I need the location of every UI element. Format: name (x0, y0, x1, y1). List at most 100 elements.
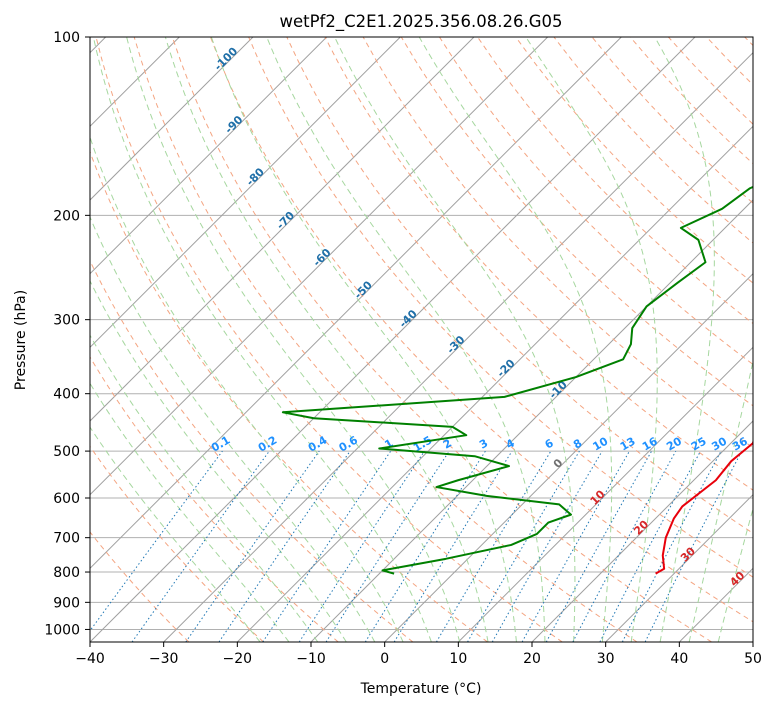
x-tick-label: −20 (223, 651, 253, 667)
dry-adiabat-line (744, 37, 753, 47)
x-tick-label: −30 (149, 651, 179, 667)
isotherm-line (90, 37, 622, 570)
moist-adiabat-line (164, 37, 489, 642)
line-labels: 0.1 0.2 0.4 0.6 1 1.5 2 3 4 6 8 10 13 16 20 25 30 36-100-… (209, 44, 750, 589)
moist-adiabat-line (90, 135, 404, 642)
isotherm-line (310, 199, 753, 642)
dewpoint-profile-line (281, 185, 753, 575)
moist-adiabats (90, 37, 753, 642)
y-tick-label: 400 (53, 387, 80, 403)
y-tick-label: 800 (53, 565, 80, 581)
dry-adiabat-label: -90 (222, 113, 245, 136)
mixing-ratio-lines (90, 450, 743, 642)
moist-adiabat-line (90, 426, 261, 642)
dry-adiabats (90, 37, 753, 642)
dry-adiabat-line (90, 150, 488, 642)
moist-adiabat-line (525, 37, 658, 642)
moist-adiabat-line (126, 37, 461, 642)
x-tick-label: 50 (744, 651, 762, 667)
isotherm-line (90, 37, 475, 422)
chart-title: wetPf2_C2E1.2025.356.08.26.G05 (279, 12, 562, 32)
x-tick-label: 20 (523, 651, 541, 667)
moist-adiabat-label: 30 (678, 544, 698, 564)
plot-frame (89, 36, 754, 643)
dry-adiabat-line (90, 445, 264, 642)
y-axis: 100 200 300 400 500 600 700 800 900 1000 (44, 30, 90, 638)
x-tick-label: 30 (597, 651, 615, 667)
moist-adiabat-line (90, 334, 319, 642)
y-axis-label: Pressure (hPa) (13, 290, 29, 390)
x-tick-label: −10 (296, 651, 326, 667)
y-tick-label: 300 (53, 313, 80, 329)
moist-adiabat-line (717, 506, 753, 642)
dry-adiabat-label: -60 (310, 246, 333, 269)
moist-adiabat-line (90, 215, 376, 642)
mixing-ratio-line (131, 450, 270, 642)
mixing-ratio-line (218, 450, 351, 642)
x-tick-label: −40 (75, 651, 105, 667)
dry-adiabat-label: -50 (352, 278, 375, 301)
mixing-ratio-line (435, 450, 552, 642)
dry-adiabat-line (400, 37, 753, 407)
y-tick-label: 700 (53, 531, 80, 547)
x-tick-label: 10 (449, 651, 467, 667)
moist-adiabat-label: 10 (588, 487, 608, 507)
dry-adiabat-line (171, 37, 712, 642)
moist-adiabat-line (210, 37, 517, 642)
moist-adiabat-line (688, 358, 753, 642)
mixing-ratio-line (90, 450, 223, 632)
dry-adiabat-line (90, 259, 414, 642)
mixing-ratio-label: 6 (543, 436, 556, 451)
mixing-ratio-line (393, 450, 513, 642)
dry-adiabat-line (90, 356, 339, 642)
isotherm-line (605, 493, 753, 642)
y-tick-label: 600 (53, 491, 80, 507)
isotherm-line (90, 37, 328, 275)
mixing-ratio-line (325, 450, 450, 642)
mixing-ratio-line (521, 450, 630, 642)
isotherm-line (236, 125, 753, 642)
dry-adiabat-line (95, 37, 563, 642)
y-tick-label: 500 (53, 444, 80, 460)
dry-adiabat-line (133, 37, 638, 642)
mixing-ratio-line (644, 450, 743, 642)
y-tick-label: 200 (53, 208, 80, 224)
moist-adiabat-line (654, 37, 715, 642)
mixing-ratio-label: 3 (477, 437, 490, 452)
isotherm-line (90, 37, 254, 201)
y-tick-label: 1000 (44, 622, 80, 638)
y-tick-label: 100 (53, 30, 80, 46)
moist-adiabat-line (418, 37, 613, 642)
isotherm-line (90, 37, 696, 642)
moist-adiabat-label: 20 (631, 517, 651, 537)
isotherm-line (531, 420, 753, 642)
dry-adiabat-line (706, 37, 753, 86)
isotherm-line (90, 37, 549, 496)
isotherm-line (752, 641, 753, 642)
dry-adiabat-line (286, 37, 753, 534)
dry-adiabat-line (248, 37, 753, 578)
profiles (281, 185, 753, 575)
mixing-ratio-line (298, 450, 425, 642)
x-axis: −40 −30 −20 −10 0 10 20 30 40 50 (75, 642, 762, 667)
dry-adiabat-line (439, 37, 753, 366)
isotherm-line (90, 37, 401, 349)
temperature-profile-line (655, 439, 753, 575)
mixing-ratio-line (185, 450, 320, 642)
dry-adiabat-line (477, 37, 753, 325)
moist-adiabat-line (90, 382, 290, 642)
mixing-ratio-line (572, 450, 677, 642)
moist-adiabat-line (266, 37, 546, 642)
isotherm-line (457, 346, 753, 642)
dry-adiabat-label: -70 (274, 209, 297, 232)
x-tick-label: 0 (380, 651, 389, 667)
moist-adiabat-line (334, 37, 576, 642)
moist-adiabat-line (92, 37, 432, 642)
y-tick-label: 900 (53, 595, 80, 611)
mixing-ratio-line (545, 450, 653, 642)
grid (90, 37, 753, 642)
mixing-ratio-label: 4 (504, 436, 517, 451)
mixing-ratio-line (599, 450, 701, 642)
isotherm-line (384, 272, 753, 642)
